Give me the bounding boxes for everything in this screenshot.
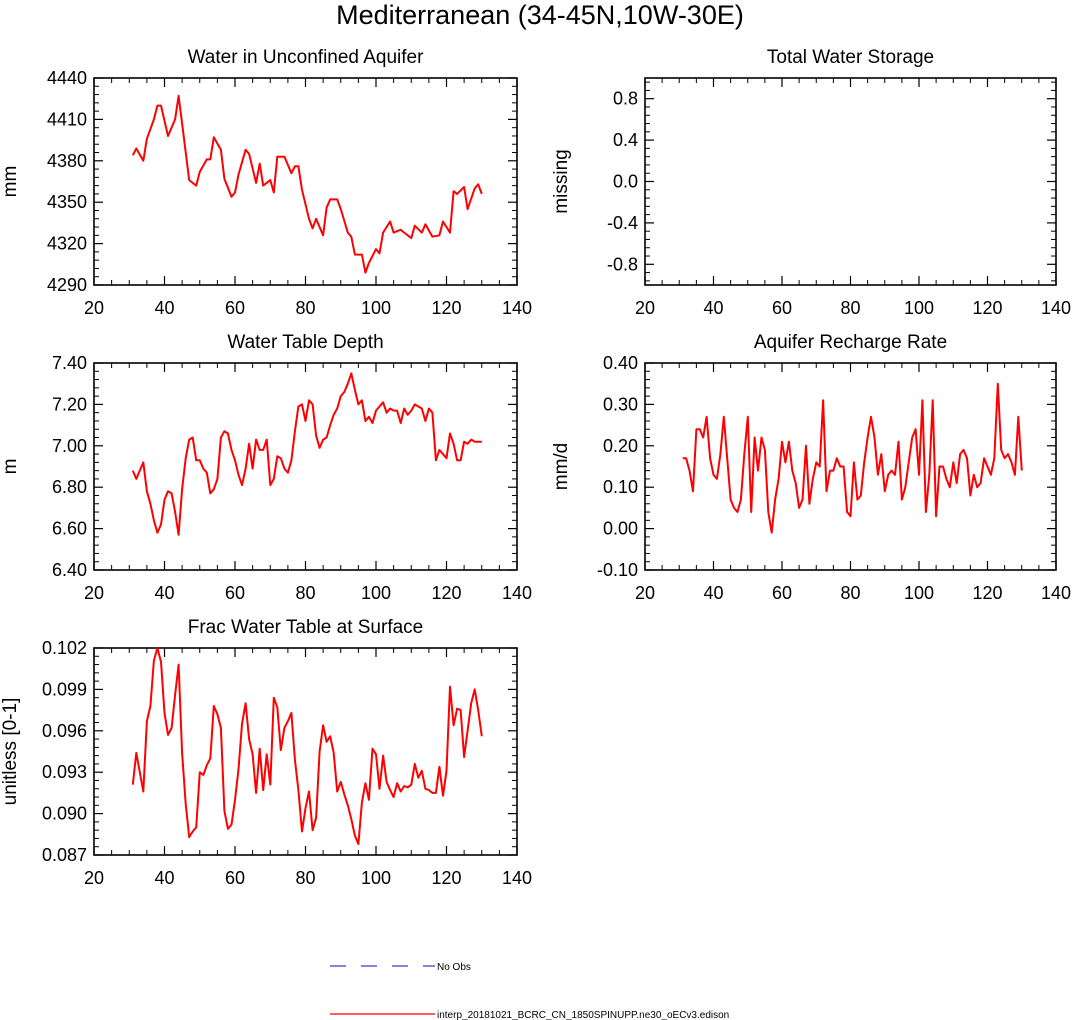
x-tick-label: 20 [635,583,655,603]
y-tick-label: 0.40 [603,353,638,373]
y-tick-label: 6.80 [52,477,87,497]
x-tick-label: 120 [431,583,461,603]
y-tick-label: 7.00 [52,436,87,456]
series-line [131,94,483,274]
panel-1: Water in Unconfined Aquifer mm 20 40 60 80 100… [0,47,532,318]
x-tick-label: 20 [84,583,104,603]
plot-frame [644,77,1057,286]
y-tick-label: -0.10 [597,560,638,580]
x-tick-label: 100 [361,298,391,318]
x-tick-label: 100 [904,298,934,318]
x-tick-label: 100 [361,583,391,603]
y-tick-label: 0.8 [613,89,638,109]
y-axis-label: mm [0,166,21,198]
y-tick-label: 6.40 [52,560,87,580]
y-tick-label: 0.090 [42,804,87,824]
y-tick-label: 0.20 [603,436,638,456]
legend-label-no-obs: No Obs [437,962,471,973]
x-tick-label: 80 [295,583,315,603]
x-tick-label: 120 [431,868,461,888]
y-tick-label: 4380 [47,151,87,171]
x-tick-label: 20 [84,868,104,888]
x-tick-label: 20 [84,298,104,318]
x-tick-label: 40 [154,583,174,603]
y-tick-label: -0.8 [607,254,638,274]
y-tick-label: 0.00 [603,519,638,539]
plot-frame [93,362,518,571]
legend-label-model: interp_20181021_BCRC_CN_1850SPINUPP.ne30… [437,1010,729,1020]
plot-frame [644,362,1057,571]
y-tick-label: 0.10 [603,477,638,497]
x-tick-label: 60 [225,583,245,603]
x-tick-label: 60 [225,868,245,888]
y-tick-label: 7.40 [52,353,87,373]
x-tick-label: 120 [431,298,461,318]
panel-title: Water in Unconfined Aquifer [188,47,425,68]
figure-title: Mediterranean (34-45N,10W-30E) [336,0,744,30]
panel-4: Aquifer Recharge Rate mm/d 20 40 60 80 100 120 1… [551,332,1071,603]
x-tick-label: 40 [154,868,174,888]
x-tick-label: 80 [295,868,315,888]
x-tick-label: 80 [840,298,860,318]
x-tick-label: 140 [502,583,532,603]
x-tick-label: 120 [972,583,1002,603]
y-tick-label: 0.096 [42,721,87,741]
x-tick-label: 20 [635,298,655,318]
series-line [682,382,1023,534]
y-tick-label: 7.20 [52,394,87,414]
x-tick-label: 100 [361,868,391,888]
legend: No Obs interp_20181021_BCRC_CN_1850SPINU… [330,962,729,1020]
y-axis-label: missing [551,149,572,213]
y-tick-label: 0.102 [42,638,87,658]
y-tick-label: 0.087 [42,845,87,865]
x-tick-label: 140 [502,298,532,318]
x-tick-label: 140 [502,868,532,888]
x-tick-label: 100 [904,583,934,603]
series-line [131,372,482,536]
x-tick-label: 40 [703,298,723,318]
panels: Water in Unconfined Aquifer mm 20 40 60 80 100… [0,47,1071,888]
series-line [131,647,483,845]
y-axis-label: unitless [0-1] [0,698,21,806]
y-axis-label: m [0,459,21,475]
y-tick-label: 0.30 [603,394,638,414]
x-tick-label: 60 [772,298,792,318]
y-axis-label: mm/d [551,443,572,491]
x-tick-label: 80 [840,583,860,603]
y-tick-label: 4350 [47,192,87,212]
x-tick-label: 60 [225,298,245,318]
y-tick-label: 0.099 [42,679,87,699]
y-tick-label: 0.4 [613,130,638,150]
panel-title: Water Table Depth [227,332,383,353]
y-tick-label: -0.4 [607,213,638,233]
panel-2: Total Water Storage missing 20 40 60 80 100 120… [551,47,1071,318]
panel-5: Frac Water Table at Surface unitless [0-1… [0,617,532,888]
x-tick-label: 40 [154,298,174,318]
x-tick-label: 80 [295,298,315,318]
x-tick-label: 60 [772,583,792,603]
panel-title: Total Water Storage [767,47,934,68]
panel-title: Aquifer Recharge Rate [754,332,947,353]
x-tick-label: 140 [1041,298,1071,318]
y-tick-label: 0.093 [42,762,87,782]
panel-title: Frac Water Table at Surface [188,617,424,638]
plot-frame [93,647,518,856]
x-tick-label: 40 [703,583,723,603]
y-tick-label: 4320 [47,234,87,254]
y-tick-label: 6.60 [52,519,87,539]
y-tick-label: 0.0 [613,172,638,192]
x-tick-label: 140 [1041,583,1071,603]
panel-3: Water Table Depth m 20 40 60 80 100 120 140 6.40 6… [0,332,532,603]
y-tick-label: 4290 [47,275,87,295]
y-tick-label: 4440 [47,68,87,88]
x-tick-label: 120 [972,298,1002,318]
y-tick-label: 4410 [47,109,87,129]
